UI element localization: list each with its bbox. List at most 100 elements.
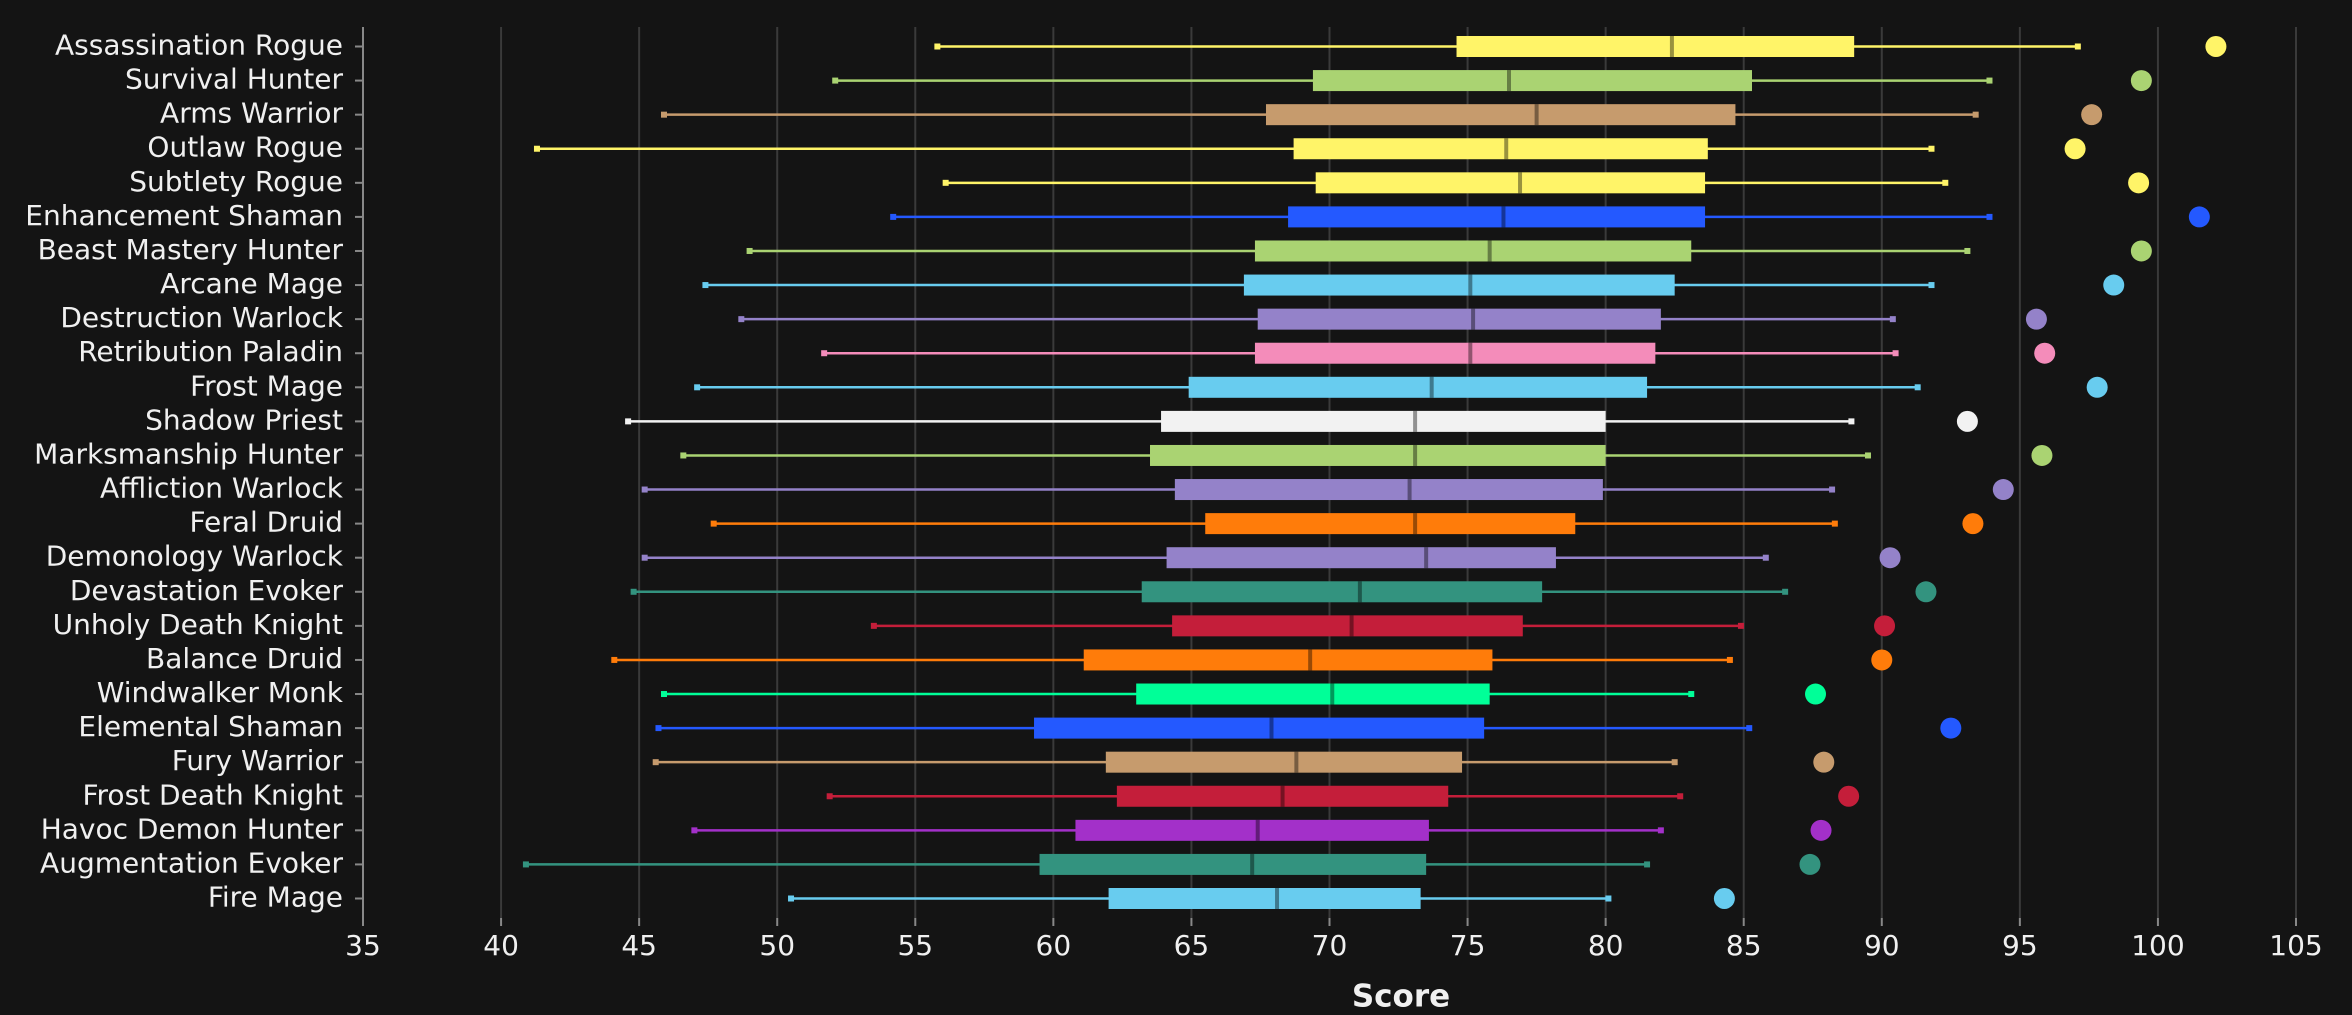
outlier: [1874, 615, 1896, 637]
y-tick-label: Balance Druid: [146, 642, 343, 675]
y-tick-label: Feral Druid: [189, 506, 343, 539]
x-axis-title: Score: [1352, 979, 1450, 1015]
outlier: [1992, 479, 2014, 501]
whisker-cap: [1829, 486, 1836, 493]
box: [1039, 853, 1427, 875]
y-tick-label: Outlaw Rogue: [147, 131, 343, 164]
x-tick-label: 100: [2131, 929, 2184, 962]
whisker-cap: [934, 43, 941, 50]
y-tick-label: Havoc Demon Hunter: [41, 812, 344, 845]
whisker-cap: [660, 691, 667, 698]
whisker-cap: [890, 213, 897, 220]
outlier: [1838, 785, 1860, 807]
x-tick-label: 45: [621, 929, 657, 962]
box: [1136, 683, 1490, 705]
y-tick-label: Affliction Warlock: [100, 472, 344, 505]
whisker-cap: [1644, 861, 1651, 868]
outlier: [1813, 751, 1835, 773]
outlier: [1871, 649, 1893, 671]
outlier: [1940, 717, 1962, 739]
whisker-cap: [1889, 316, 1896, 323]
whisker-cap: [1688, 691, 1695, 698]
outlier: [2130, 240, 2152, 262]
whisker-cap: [746, 247, 753, 254]
x-tick-label: 50: [759, 929, 795, 962]
box: [1265, 104, 1736, 126]
box: [1174, 479, 1603, 501]
whisker-cap: [1726, 656, 1733, 663]
whisker-cap: [870, 622, 877, 629]
whisker-cap: [611, 656, 618, 663]
box: [1312, 70, 1752, 92]
x-tick-label: 85: [1726, 929, 1762, 962]
y-tick-label: Destruction Warlock: [60, 301, 343, 334]
box: [1105, 751, 1463, 773]
box: [1254, 342, 1656, 364]
box: [1083, 649, 1493, 671]
whisker-cap: [522, 861, 529, 868]
whisker-cap: [533, 145, 540, 152]
outlier: [2034, 342, 2056, 364]
whisker-cap: [641, 486, 648, 493]
whisker-cap: [1864, 452, 1871, 459]
box: [1188, 376, 1648, 398]
whisker-cap: [738, 316, 745, 323]
outlier: [1879, 547, 1901, 569]
y-tick-label: Beast Mastery Hunter: [38, 233, 344, 266]
whisker-cap: [1671, 759, 1678, 766]
box: [1166, 547, 1556, 569]
box: [1254, 240, 1692, 262]
x-tick-label: 95: [2002, 929, 2038, 962]
outlier: [2025, 308, 2047, 330]
whisker-cap: [1986, 77, 1993, 84]
y-tick-label: Frost Mage: [190, 369, 343, 402]
whisker-cap: [832, 77, 839, 84]
box: [1075, 819, 1429, 841]
whisker-cap: [1972, 111, 1979, 118]
outlier: [1915, 581, 1937, 603]
x-tick-label: 35: [345, 929, 381, 962]
whisker-cap: [788, 895, 795, 902]
whisker-cap: [2074, 43, 2081, 50]
outlier: [2128, 172, 2150, 194]
whisker-cap: [660, 111, 667, 118]
y-tick-label: Unholy Death Knight: [53, 608, 343, 641]
whisker-cap: [1746, 725, 1753, 732]
box: [1150, 444, 1606, 466]
x-tick-label: 40: [483, 929, 519, 962]
x-tick-label: 60: [1036, 929, 1072, 962]
whisker-cap: [625, 418, 632, 425]
box: [1034, 717, 1485, 739]
y-tick-label: Arms Warrior: [160, 97, 343, 130]
y-tick-label: Arcane Mage: [160, 267, 343, 300]
y-tick-label: Augmentation Evoker: [40, 846, 343, 879]
box: [1161, 410, 1606, 432]
x-tick-label: 90: [1864, 929, 1900, 962]
outlier: [2064, 138, 2086, 160]
whisker-cap: [1605, 895, 1612, 902]
y-tick-label: Frost Death Knight: [82, 778, 343, 811]
whisker-cap: [942, 179, 949, 186]
x-tick-label: 80: [1588, 929, 1624, 962]
whisker-cap: [1942, 179, 1949, 186]
y-tick-label: Windwalker Monk: [97, 676, 344, 709]
y-tick-label: Shadow Priest: [145, 403, 343, 436]
box: [1315, 172, 1706, 194]
whisker-cap: [652, 759, 659, 766]
box: [1288, 206, 1706, 228]
y-tick-label: Survival Hunter: [125, 63, 344, 96]
y-tick-label: Demonology Warlock: [46, 540, 344, 573]
outlier: [2103, 274, 2125, 296]
box: [1257, 308, 1661, 330]
whisker-cap: [1657, 827, 1664, 834]
whisker-cap: [630, 588, 637, 595]
box: [1108, 888, 1421, 909]
whisker-cap: [1762, 554, 1769, 561]
outlier: [1962, 513, 1984, 535]
whisker-cap: [1928, 145, 1935, 152]
whisker-cap: [1928, 282, 1935, 289]
whisker-cap: [691, 827, 698, 834]
